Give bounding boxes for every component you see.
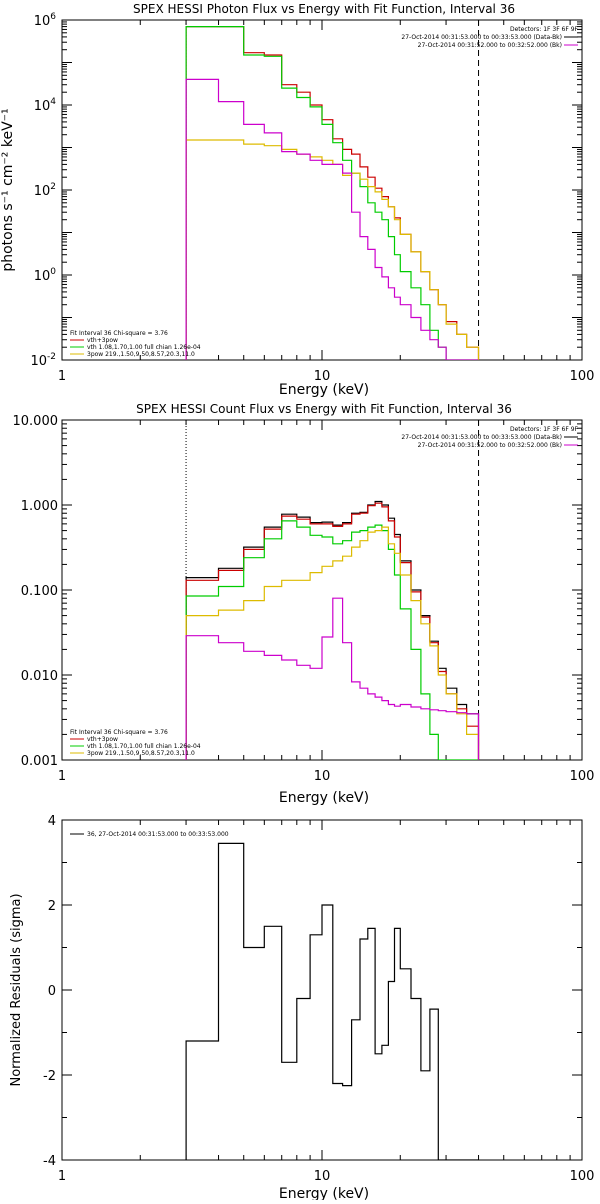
series-thermal-step-line	[185, 520, 479, 760]
panel1-legend-total: vth+3pow	[87, 337, 118, 344]
y-tick-label: 4	[48, 814, 56, 829]
y-tick-label: 10.000	[13, 414, 59, 429]
panel2-legend-data: 27-Oct-2014 00:31:53.000 to 00:33:53.000…	[401, 434, 562, 441]
series-total-step-line	[185, 26, 480, 360]
panel1-title: SPEX HESSI Photon Flux vs Energy with Fi…	[133, 2, 515, 16]
panel2-frame	[61, 419, 583, 761]
residuals-panel: 1 10 100 -4 -2 0 2 4 Energy (keV) Normalized Re…	[9, 814, 594, 1202]
panel2-legend-detectors: Detectors: 1F 3F 6F 9F	[510, 426, 579, 433]
panel1-axes: 1 10 100 10-2 100 102 104 106	[30, 12, 594, 384]
x-tick-label: 1	[58, 769, 66, 784]
y-tick-label: 2	[48, 899, 56, 914]
x-tick-label: 1	[58, 369, 66, 384]
panel3-axes: 1 10 100 -4 -2 0 2 4	[43, 814, 594, 1184]
panel1-legend-data: 27-Oct-2014 00:31:53.000 to 00:33:53.000…	[401, 34, 562, 41]
y-tick-label: 0.010	[21, 669, 58, 684]
y-tick-label: 10-2	[30, 352, 56, 369]
y-tick-label: -2	[43, 1069, 56, 1084]
series-power-step-line	[185, 139, 480, 360]
panel3-xlabel: Energy (keV)	[279, 1186, 369, 1200]
y-tick-label: 102	[34, 182, 56, 199]
panel2-title: SPEX HESSI Count Flux vs Energy with Fit…	[136, 402, 512, 416]
panel3-plot	[185, 842, 479, 1160]
panel3-legend: 36, 27-Oct-2014 00:31:53.000 to 00:33:53…	[87, 831, 229, 838]
x-tick-label: 10	[314, 369, 331, 384]
panel1-legend-power: 3pow 219.,1.50,9.50,8.57,20.3,11.0	[87, 351, 195, 358]
panel2-plot	[185, 420, 480, 760]
count-flux-panel: SPEX HESSI Count Flux vs Energy with Fit…	[13, 402, 595, 806]
x-tick-label: 100	[570, 369, 595, 384]
photon-flux-panel: SPEX HESSI Photon Flux vs Energy with Fi…	[0, 2, 594, 398]
panel1-legend-bottom-left: Fit Interval 36 Chi-square = 3.76 vth+3p…	[70, 330, 201, 358]
series-thermal-step-line	[185, 26, 479, 360]
panel2-legend-total: vth+3pow	[87, 736, 118, 743]
y-tick-label: 104	[34, 97, 57, 114]
panel1-frame	[61, 19, 583, 361]
panel2-legend-thermal: vth 1.08,1.70,1.00 full chian 1.26e-04	[87, 743, 201, 750]
panel1-plot	[185, 20, 480, 360]
panel1-legend-bk: 27-Oct-2014 00:31:52.000 to 00:32:52.000…	[418, 42, 562, 49]
y-tick-label: -4	[43, 1154, 56, 1169]
panel1-legend-thermal: vth 1.08,1.70,1.00 full chian 1.26e-04	[87, 344, 201, 351]
x-tick-label: 100	[570, 769, 595, 784]
panel3-ylabel: Normalized Residuals (sigma)	[9, 893, 24, 1086]
y-tick-label: 100	[34, 267, 57, 284]
series-background-step-line	[185, 78, 479, 360]
panel2-xlabel: Energy (keV)	[279, 790, 369, 806]
panel1-legend-top-right: Detectors: 1F 3F 6F 9F 27-Oct-2014 00:31…	[401, 26, 578, 49]
panel1-xlabel: Energy (keV)	[279, 382, 369, 398]
x-tick-label: 10	[314, 769, 331, 784]
x-tick-label: 100	[570, 1169, 595, 1184]
series-background-step-line	[185, 597, 480, 760]
panel2-legend-bk: 27-Oct-2014 00:31:52.000 to 00:32:52.000…	[418, 442, 562, 449]
panel1-ylabel: photons s⁻¹ cm⁻² keV⁻¹	[0, 108, 16, 271]
x-tick-label: 10	[314, 1169, 331, 1184]
series-power-step-line	[185, 526, 480, 760]
y-tick-label: 0	[48, 984, 56, 999]
panel1-legend-detectors: Detectors: 1F 3F 6F 9F	[510, 26, 579, 33]
x-tick-label: 1	[58, 1169, 66, 1184]
y-tick-label: 0.100	[21, 584, 58, 599]
panel2-legend-top-right: Detectors: 1F 3F 6F 9F 27-Oct-2014 00:31…	[401, 426, 578, 449]
panel2-axes: 1 10 100 0.001 0.010 0.100 1.000 10.000	[13, 414, 595, 784]
y-tick-label: 1.000	[21, 499, 58, 514]
panel3-frame	[61, 819, 583, 1161]
series-data-step-line	[185, 842, 479, 1160]
y-tick-label: 106	[34, 12, 57, 29]
panel2-fit-info: Fit Interval 36 Chi-square = 3.76	[70, 729, 168, 736]
y-tick-label: 0.001	[21, 754, 58, 769]
panel2-legend-power: 3pow 219.,1.50,9.50,8.57,20.3,11.0	[87, 750, 195, 757]
panel2-legend-bottom-left: Fit Interval 36 Chi-square = 3.76 vth+3p…	[70, 729, 201, 757]
panel1-fit-info: Fit Interval 36 Chi-square = 3.76	[70, 330, 168, 337]
